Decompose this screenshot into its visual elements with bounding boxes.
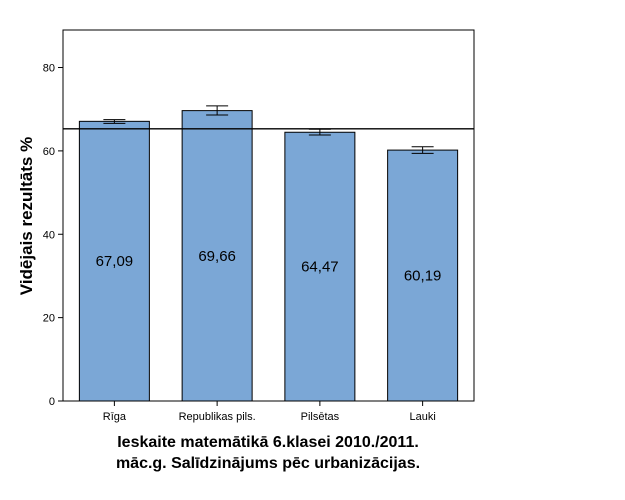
data-labels: 67,09 69,66 64,47 60,19	[96, 248, 442, 285]
x-tick-label: Pilsētas	[301, 411, 340, 423]
x-tick-label: Rīga	[103, 411, 127, 423]
x-axis-title-line1: Ieskaite matemātikā 6.klasei 2010./2011.	[117, 434, 419, 451]
data-label: 69,66	[198, 248, 236, 265]
y-tick-label: 80	[43, 63, 55, 75]
x-axis-title-line2: māc.g. Salīdzinājums pēc urbanizācijas.	[116, 455, 420, 472]
x-tick-label: Republikas pils.	[179, 411, 256, 423]
x-tick-label: Lauki	[409, 411, 435, 423]
y-axis-title: Vidējais rezultāts %	[17, 137, 36, 295]
y-tick-label: 0	[49, 396, 55, 408]
y-tick-label: 60	[43, 146, 55, 158]
data-label: 67,09	[96, 253, 134, 270]
y-tick-label: 20	[43, 313, 55, 325]
bars	[78, 110, 459, 402]
y-tick-label: 40	[43, 229, 55, 241]
error-bars	[103, 105, 434, 154]
data-label: 64,47	[301, 259, 339, 276]
data-label: 60,19	[404, 268, 442, 285]
x-axis-ticks: Rīga Republikas pils. Pilsētas Lauki	[103, 401, 436, 423]
y-axis-ticks: 0 20 40 60 80	[43, 63, 63, 408]
